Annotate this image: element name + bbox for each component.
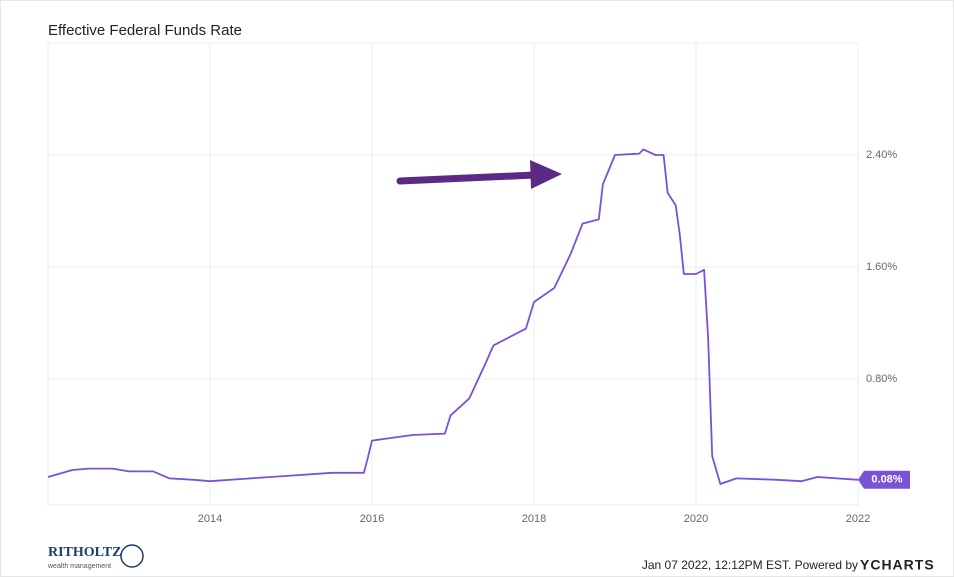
- brand: YCHARTS: [860, 557, 935, 573]
- logo: RITHOLTZ: [48, 545, 121, 560]
- timestamp: Jan 07 2022, 12:12PM EST. Powered by: [642, 558, 858, 572]
- arrow-shaft: [396, 171, 539, 185]
- y-tick-label: 2.40%: [866, 149, 897, 161]
- y-tick-label: 1.60%: [866, 261, 897, 273]
- arrow-head: [530, 160, 562, 189]
- x-tick-label: 2018: [522, 513, 546, 525]
- logo-icon: [120, 544, 144, 568]
- value-label: 0.08%: [871, 474, 902, 486]
- logo-sub: wealth management: [47, 563, 111, 570]
- x-tick-label: 2020: [684, 513, 708, 525]
- value-label-box: [858, 470, 910, 489]
- x-tick-label: 2016: [360, 513, 384, 525]
- x-tick-label: 2022: [846, 513, 870, 525]
- line: [47, 148, 859, 485]
- chart-title: Effective Federal Funds Rate: [48, 22, 242, 39]
- plot: 2014 2016 2018 2020 2022 0.80% 1.60% 2.40% 0.08%: [47, 42, 910, 525]
- x-tick-label: 2014: [198, 513, 222, 525]
- y-tick-label: 0.80%: [866, 373, 897, 385]
- arrow: [396, 160, 562, 189]
